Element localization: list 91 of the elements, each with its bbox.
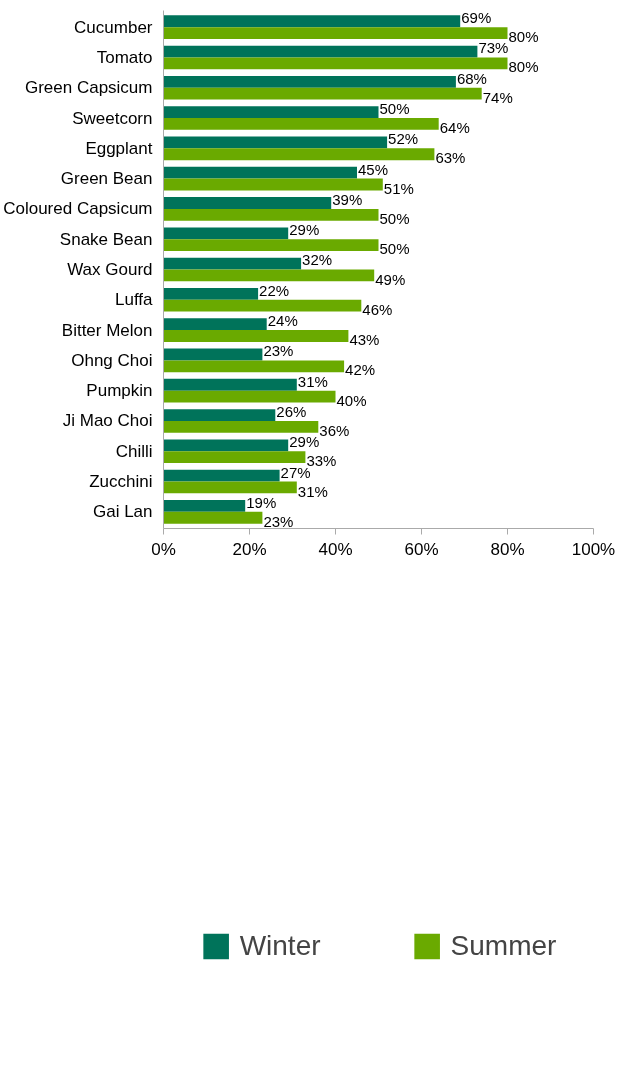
bar [163, 15, 461, 28]
legend-label: Winter [239, 930, 321, 962]
data-label: 50% [379, 209, 410, 227]
data-label: 42% [345, 361, 376, 379]
bar [163, 500, 246, 512]
data-label: 23% [263, 512, 294, 530]
data-label: 19% [246, 493, 277, 511]
data-label: 52% [388, 130, 419, 148]
data-label: 45% [358, 160, 389, 178]
bar [163, 27, 508, 39]
y-tick-label: Bitter Melon [61, 320, 153, 340]
bar [163, 148, 435, 161]
bar [163, 269, 375, 282]
x-tick-label: 20% [232, 539, 267, 559]
bar [163, 348, 263, 361]
data-label: 31% [297, 482, 328, 500]
data-label: 36% [319, 422, 350, 439]
y-tick-label: Pumpkin [86, 381, 153, 401]
y-tick-label: Green Capsicum [24, 78, 153, 98]
y-tick-label: Sweetcorn [72, 108, 153, 128]
x-tick-label: 80% [490, 539, 525, 559]
x-tick-label: 0% [151, 539, 176, 559]
bar [163, 378, 297, 391]
data-label: 40% [336, 391, 367, 409]
data-label: 74% [482, 88, 513, 106]
data-label: 50% [379, 240, 410, 258]
data-label: 68% [456, 69, 487, 87]
data-label: 26% [276, 402, 307, 420]
data-label: 49% [375, 270, 406, 288]
bar [163, 57, 508, 70]
bar [163, 178, 383, 191]
x-tick-label: 60% [404, 539, 439, 559]
bar [163, 75, 456, 88]
data-label: 64% [439, 119, 470, 137]
bar [163, 409, 276, 421]
data-label: 39% [332, 190, 363, 208]
data-label: 80% [508, 58, 539, 76]
bar [163, 420, 319, 433]
y-tick-label: Cucumber [74, 17, 153, 37]
y-tick-label: Coloured Capsicum [3, 199, 153, 219]
bar [163, 330, 349, 342]
bar [163, 360, 345, 373]
data-label: 51% [383, 179, 414, 197]
data-label: 31% [297, 372, 328, 390]
data-label: 73% [478, 39, 509, 57]
data-label: 29% [289, 221, 320, 239]
bar [163, 136, 388, 149]
bar [163, 257, 302, 270]
bar [163, 118, 439, 130]
y-tick-label: Wax Gourd [67, 260, 153, 279]
y-tick-label: Chilli [115, 441, 153, 461]
x-tick-label: 100% [571, 539, 616, 559]
x-tick-label: 40% [318, 539, 353, 559]
data-label: 43% [349, 331, 380, 349]
y-tick-label: Zucchini [89, 472, 153, 492]
bar [163, 208, 379, 221]
y-tick-label: Green Bean [60, 169, 153, 189]
data-label: 69% [461, 9, 492, 27]
data-label: 63% [435, 149, 466, 167]
y-tick-label: Ji Mao Choi [62, 411, 153, 431]
bar [163, 439, 289, 452]
bar [163, 45, 478, 58]
data-label: 32% [302, 251, 333, 269]
bar [163, 318, 267, 331]
bar [163, 227, 289, 240]
y-tick-label: Ohng Choi [71, 350, 153, 370]
bar [163, 166, 357, 179]
bar [163, 390, 336, 403]
bar [163, 239, 379, 252]
y-tick-label: Eggplant [85, 138, 153, 158]
bar [163, 481, 297, 494]
data-label: 22% [259, 281, 290, 299]
data-label: 23% [263, 342, 294, 360]
data-label: 24% [267, 312, 298, 330]
bar [163, 469, 280, 482]
bar [163, 106, 379, 119]
y-tick-label: Tomato [96, 47, 153, 67]
y-tick-label: Luffa [115, 290, 154, 310]
bar [163, 287, 259, 300]
data-label: 29% [289, 433, 320, 451]
y-tick-label: Snake Bean [59, 229, 153, 249]
bar [163, 299, 362, 312]
legend-label: Summer [450, 930, 557, 962]
data-label: 46% [362, 300, 393, 318]
bar [163, 197, 332, 209]
y-tick-label: Gai Lan [92, 502, 153, 522]
bar [163, 87, 482, 100]
data-label: 50% [379, 100, 410, 117]
data-label: 80% [508, 28, 539, 46]
bar [163, 451, 306, 464]
bar [163, 511, 263, 524]
